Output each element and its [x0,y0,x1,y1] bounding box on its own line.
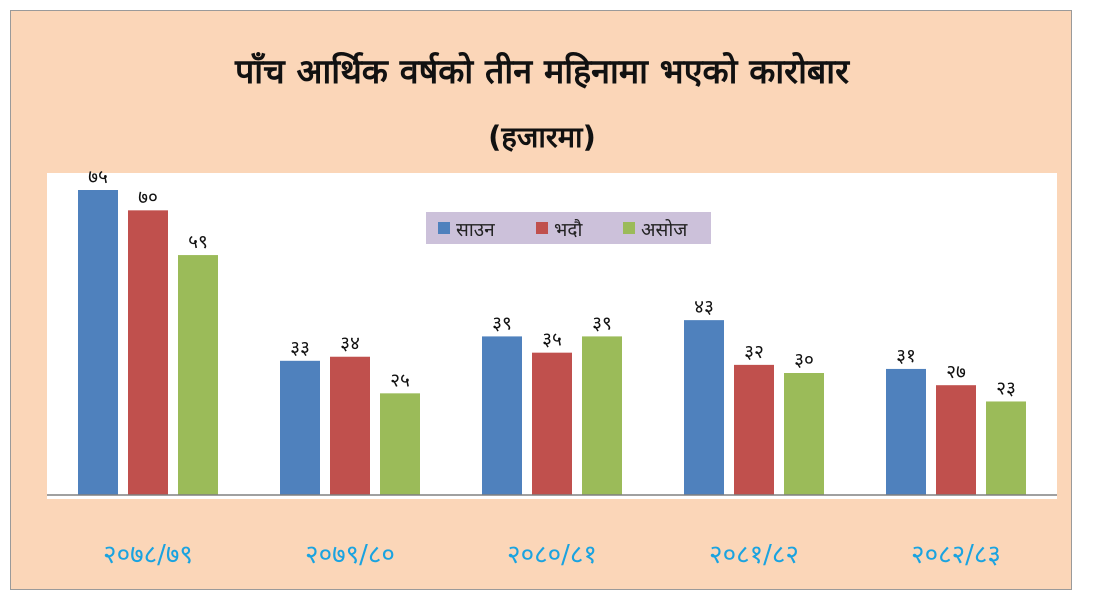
data-label: ३३ [290,337,310,359]
legend-label: साउन [456,219,495,241]
data-label: २५ [390,369,410,391]
data-label: ५९ [188,231,208,253]
legend-swatch-भदौ [536,222,548,234]
data-label: ७० [138,186,158,208]
data-label: ४३ [694,296,714,318]
data-label: ३९ [592,312,612,334]
bar-भदौ-1 [128,210,168,496]
data-label: २३ [996,377,1016,399]
bar-भदौ-4 [734,364,774,495]
bar-साउन-2 [280,360,320,495]
legend-label: भदौ [554,218,583,241]
data-label: २७ [946,361,966,383]
bar-भदौ-3 [532,352,572,495]
bar-असोज-4 [784,373,824,495]
category-label: २०७८/७९ [103,540,193,570]
data-label: ३५ [542,329,562,351]
category-label: २०८२/८३ [911,540,1001,570]
data-label: ३२ [744,341,764,363]
legend-swatch-असोज [623,222,635,234]
category-labels: २०७८/७९ २०७९/८० २०८०/८१ २०८१/८२ २०८२/८३ [103,540,1001,570]
category-label: २०८०/८१ [507,540,597,570]
category-label: २०७९/८० [305,540,395,570]
data-label: ७५ [88,166,108,188]
data-labels-layer: ७५ ७० ५९ ३३ ३४ २५ ३९ ३५ ३९ ४३ ३२ ३० ३१ २७ २३ [88,166,1016,399]
bar-असोज-1 [178,255,218,495]
bar-साउन-5 [886,368,926,495]
chart-title: पाँच आर्थिक वर्षको तीन महिनामा भएको कारो… [234,51,850,92]
data-label: ३४ [340,333,360,355]
chart-subtitle: (हजारमा) [488,120,596,154]
bars-layer [78,190,1026,496]
bar-भदौ-5 [936,385,976,495]
legend-swatch-साउन [438,222,450,234]
data-label: ३९ [492,312,512,334]
legend-box [426,212,711,244]
category-label: २०८१/८२ [709,540,799,570]
bar-असोज-5 [986,401,1026,495]
bar-असोज-2 [380,393,420,495]
bar-chart: पाँच आर्थिक वर्षको तीन महिनामा भएको कारो… [47,51,1057,570]
bar-साउन-4 [684,320,724,495]
chart-frame: पाँच आर्थिक वर्षको तीन महिनामा भएको कारो… [10,10,1072,590]
legend-label: असोज [641,218,688,241]
legend: साउन भदौ असोज [426,212,711,244]
bar-भदौ-2 [330,356,370,495]
bar-साउन-3 [482,336,522,495]
data-label: ३० [794,349,814,371]
bar-असोज-3 [582,336,622,495]
bar-साउन-1 [78,190,118,495]
data-label: ३१ [896,345,916,367]
